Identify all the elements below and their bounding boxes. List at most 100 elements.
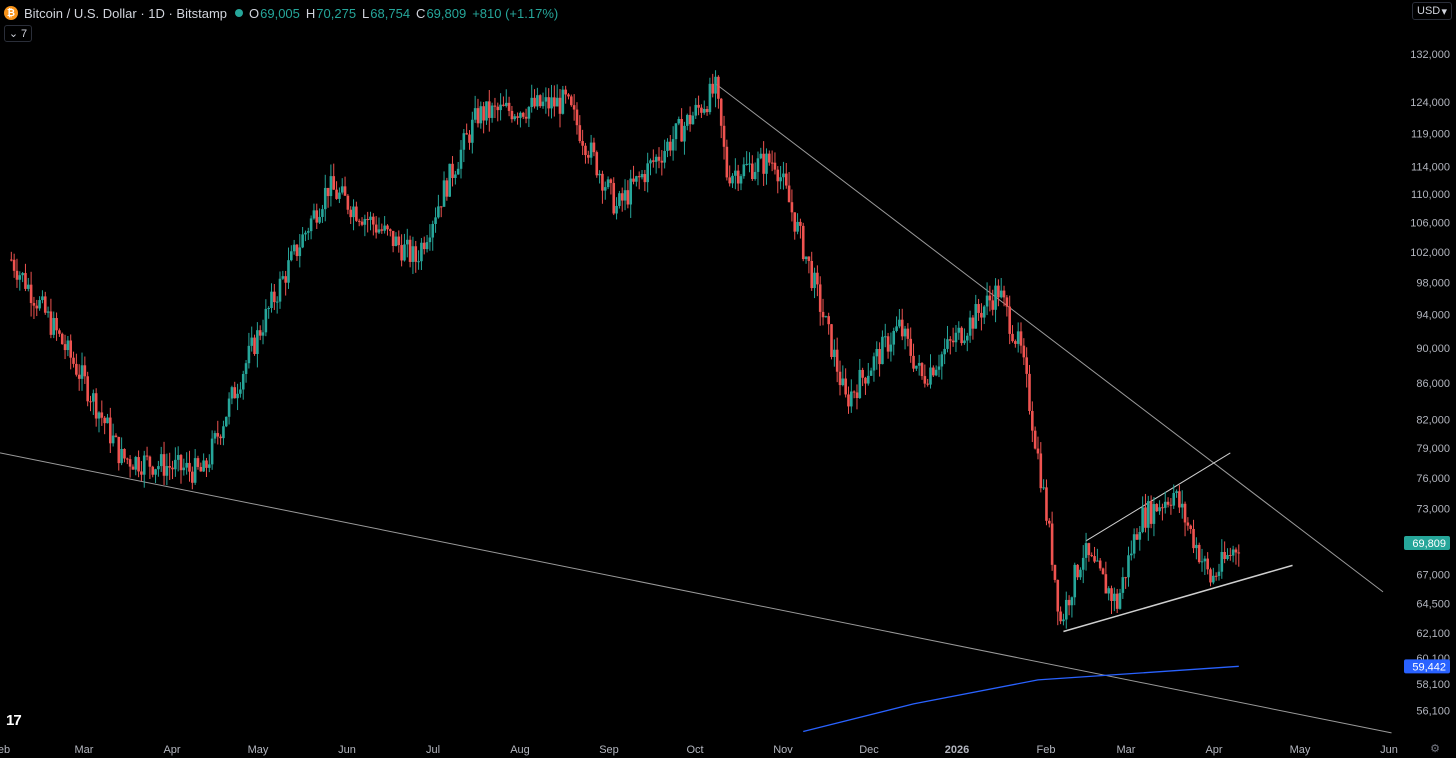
candle-body — [89, 401, 92, 403]
ma-price-label: 59,442 — [1412, 661, 1446, 673]
price-tick-label: 132,000 — [1410, 49, 1450, 61]
candle-body — [855, 392, 859, 399]
candle-body — [592, 142, 596, 153]
candle-body — [553, 97, 556, 107]
candle-body — [818, 284, 822, 312]
candle-body — [558, 97, 562, 114]
candle-body — [864, 377, 867, 384]
candle-body — [321, 209, 324, 217]
candle-body — [1107, 588, 1110, 594]
candle-body — [663, 150, 666, 163]
candle-body — [1096, 560, 1099, 562]
candle-body — [850, 391, 853, 407]
trendline — [0, 452, 1392, 734]
candle-body — [923, 376, 927, 384]
candle-body — [971, 317, 975, 329]
candle-body — [428, 237, 432, 243]
gear-icon[interactable]: ⚙ — [1430, 743, 1440, 755]
symbol-legend[interactable]: ₿ Bitcoin / U.S. Dollar · 1D · Bitstamp … — [4, 4, 564, 22]
candle-body — [646, 163, 649, 183]
candle-body — [369, 216, 372, 221]
candle-body — [541, 101, 545, 107]
candle-body — [1121, 577, 1125, 593]
candle-body — [722, 125, 726, 147]
candle-body — [629, 178, 633, 205]
candle-body — [994, 285, 997, 310]
time-axis[interactable]: eb Mar Apr May Jun Jul Aug Sep Oct Nov Dec 2026 Feb M… — [0, 744, 1398, 756]
candle-body — [247, 345, 251, 364]
candle-body — [957, 327, 961, 333]
candle-body — [202, 460, 205, 472]
candle-body — [694, 104, 698, 116]
candle-body — [318, 216, 321, 223]
candle-body — [227, 398, 231, 417]
candle-body — [1042, 487, 1045, 489]
candle-body — [753, 171, 757, 180]
candle-body — [603, 187, 607, 191]
candle-body — [1130, 553, 1133, 556]
candle-body — [1081, 557, 1085, 570]
candle-body — [487, 101, 491, 118]
candle-body — [909, 338, 913, 356]
high-value: 70,275 — [316, 5, 357, 21]
candle-body — [193, 458, 197, 483]
candle-body — [1053, 564, 1057, 580]
candle-body — [1237, 552, 1241, 554]
candle-body — [623, 190, 627, 201]
symbol-title[interactable]: Bitcoin / U.S. Dollar · 1D · Bitstamp — [24, 5, 227, 21]
candle-body — [1014, 341, 1017, 344]
candle-body — [394, 236, 398, 246]
candle-body — [895, 326, 898, 331]
candle-body — [620, 193, 624, 201]
candle-body — [635, 176, 638, 182]
candle-body — [841, 378, 845, 386]
price-tick-label: 82,000 — [1416, 414, 1450, 426]
candle-body — [377, 229, 381, 233]
candle-body — [1200, 561, 1204, 563]
candle-body — [1118, 592, 1122, 609]
indicators-toggle-button[interactable]: ⌄ 7 — [4, 25, 32, 42]
candle-body — [264, 308, 268, 333]
candle-body — [239, 389, 242, 394]
candle-body — [685, 114, 689, 126]
candle-body — [680, 119, 683, 142]
candle-body — [1039, 453, 1043, 489]
candle-body — [32, 303, 36, 306]
price-tick-label: 86,000 — [1416, 378, 1450, 390]
candle-body — [55, 318, 58, 331]
candle-body — [530, 97, 534, 108]
candle-body — [742, 164, 746, 177]
candle-body — [1098, 560, 1102, 569]
bitcoin-logo-icon: ₿ — [4, 6, 18, 20]
candle-body — [1090, 555, 1094, 557]
candle-body — [833, 349, 836, 358]
candle-body — [991, 300, 995, 310]
price-tick-label: 76,000 — [1416, 473, 1450, 485]
candle-body — [609, 179, 613, 183]
candle-body — [386, 225, 389, 230]
candle-body — [1036, 448, 1040, 454]
candle-body — [858, 369, 862, 399]
price-tick-label: 58,100 — [1416, 679, 1450, 691]
candle-body — [697, 104, 700, 108]
candle-body — [72, 357, 75, 364]
candle-body — [117, 436, 121, 464]
candle-body — [1113, 593, 1116, 601]
candle-body — [207, 464, 211, 468]
price-axis[interactable]: 132,000 124,000 119,000 114,000 110,000 106,0… — [1410, 49, 1450, 718]
candle-body — [999, 290, 1003, 298]
candle-body — [575, 109, 579, 126]
time-tick-label: Oct — [686, 744, 703, 756]
candle-body — [756, 158, 760, 172]
candle-body — [949, 339, 952, 341]
price-tick-label: 67,000 — [1416, 569, 1450, 581]
tradingview-logo[interactable]: 17 — [6, 712, 22, 729]
currency-selector[interactable]: USD ▾ — [1412, 2, 1452, 20]
indicator-count: 7 — [21, 27, 28, 40]
candle-body — [926, 383, 929, 385]
candle-body — [886, 336, 890, 352]
candle-body — [683, 125, 686, 142]
candle-body — [1217, 571, 1221, 576]
candle-body — [555, 97, 559, 107]
